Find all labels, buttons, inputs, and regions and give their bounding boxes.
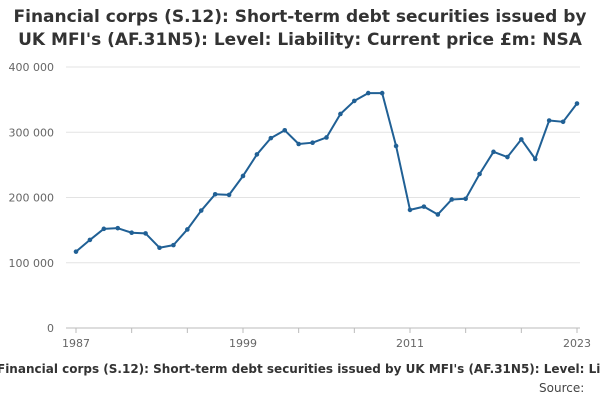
data-point-1994 [171,242,176,248]
data-point-1997 [212,191,218,197]
data-point-2002 [282,127,288,133]
data-point-2018 [505,154,510,160]
data-point-1995 [185,227,190,232]
chart-title-line-2: UK MFI's (AF.31N5): Level: Liability: Cu… [18,30,582,50]
data-point-2010 [393,143,399,149]
x-tick-label-3: 2023 [563,337,591,350]
data-point-2000 [254,152,260,157]
data-point-2008 [365,90,371,96]
data-point-1987 [73,249,79,254]
data-point-2021 [546,118,552,123]
data-point-2014 [449,197,455,202]
source-label: Source: [539,381,585,395]
data-point-2007 [352,98,357,104]
y-tick-label-0: 0 [47,322,54,335]
series-line-group [73,90,580,254]
data-point-1991 [129,230,134,236]
y-tick-labels: 0 100 000 200 000 300 000 400 000 [9,61,55,335]
data-point-2011 [407,207,413,213]
chart-title-line-1: Financial corps (S.12): Short-term debt … [13,7,587,27]
data-point-2023 [574,101,580,106]
y-tick-label-3: 300 000 [9,126,55,139]
data-point-1996 [198,208,204,213]
x-tick-labels: 1987 1999 2011 2023 [62,337,591,350]
data-point-2016 [477,171,482,177]
data-point-1990 [115,225,121,231]
data-point-1992 [143,231,148,236]
data-point-1989 [101,226,107,232]
data-point-1988 [87,237,93,243]
data-point-2009 [379,90,385,96]
y-tick-label-2: 200 000 [9,192,55,205]
grid-lines [66,66,580,264]
y-tick-label-1: 100 000 [9,257,55,270]
series-line-0 [75,92,578,253]
data-point-1999 [240,173,246,179]
data-point-2022 [560,119,566,125]
legend: Financial corps (S.12): Short-term debt … [0,362,600,380]
data-point-1998 [226,192,232,198]
data-point-2004 [310,140,315,145]
data-point-2015 [463,196,468,202]
x-tick-label-2: 2011 [396,337,424,350]
legend-label: Financial corps (S.12): Short-term debt … [0,362,600,376]
data-point-2005 [324,135,329,140]
data-point-2019 [519,137,524,142]
data-point-2006 [338,111,343,117]
data-point-2012 [421,204,427,209]
x-tick-label-0: 1987 [62,337,90,350]
data-point-2003 [296,141,301,147]
x-axis [66,327,580,333]
y-tick-label-4: 400 000 [9,61,55,74]
data-point-2017 [491,149,496,155]
data-point-2020 [532,156,538,162]
chart-title: Financial corps (S.12): Short-term debt … [0,6,600,52]
x-tick-label-1: 1999 [229,337,257,350]
data-point-1993 [157,245,162,251]
data-point-2001 [268,135,274,141]
data-point-2013 [435,212,441,217]
